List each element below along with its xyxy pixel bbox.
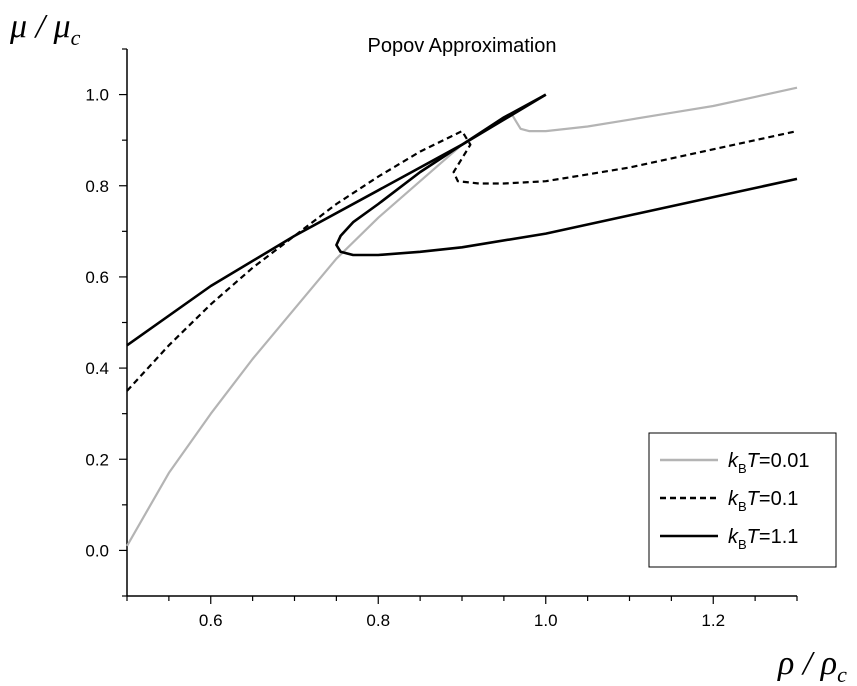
y-tick-label: 0.8 [85, 177, 109, 196]
y-tick-label: 0.0 [85, 541, 109, 560]
y-axis-label-sub: c [71, 25, 81, 50]
y-axis-label: μ / μc [9, 8, 81, 50]
legend-box [648, 432, 837, 568]
x-axis-label: ρ / ρc [777, 645, 847, 686]
y-tick-label: 0.2 [85, 450, 109, 469]
ticks: 0.6 0.8 1.0 1.2 0.0 0.2 0.4 0.6 0.8 1.0 [85, 48, 798, 630]
series-layer [126, 86, 798, 547]
series-line-1 [126, 130, 798, 392]
svg-text:ρ / ρc: ρ / ρc [777, 645, 847, 686]
y-tick-label: 1.0 [85, 86, 109, 105]
x-tick-label: 0.6 [199, 611, 223, 630]
x-tick-label: 1.2 [701, 611, 725, 630]
legend: kBT=0.01 kBT=0.1 kBT=1.1 [648, 432, 837, 568]
legend-label: kBT=0.1 [728, 488, 798, 514]
x-axis-label-main: ρ / ρ [777, 645, 837, 682]
x-tick-label: 1.0 [534, 611, 558, 630]
x-tick-label: 0.8 [366, 611, 390, 630]
legend-label: kBT=1.1 [728, 526, 798, 552]
legend-label: kBT=0.01 [728, 450, 810, 476]
legend-entries: kBT=0.01 kBT=0.1 kBT=1.1 [660, 450, 810, 552]
y-tick-label: 0.4 [85, 359, 109, 378]
svg-text:μ / μc: μ / μc [9, 8, 81, 50]
y-axis-label-main: μ / μ [9, 8, 71, 45]
x-axis-label-sub: c [837, 662, 847, 686]
series-line-2-upper [126, 93, 547, 347]
series-line-2 [335, 93, 798, 257]
y-tick-label: 0.6 [85, 268, 109, 287]
chart-title: Popov Approximation [367, 35, 556, 57]
